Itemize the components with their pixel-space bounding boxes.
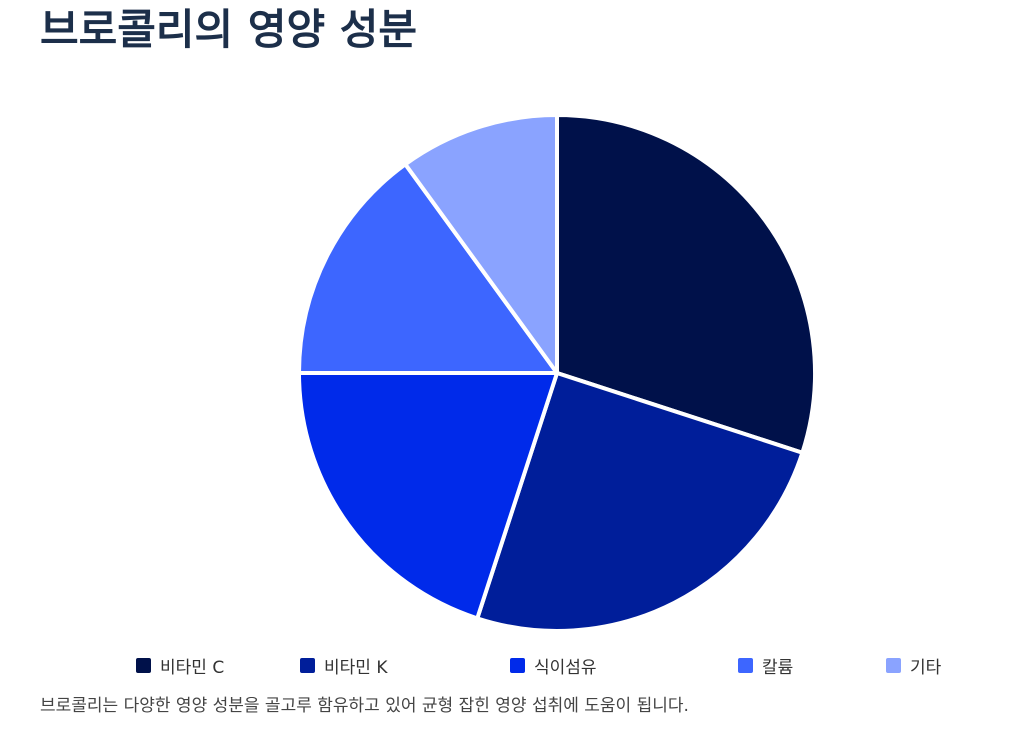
legend-label: 칼륨 bbox=[762, 657, 794, 678]
legend-swatch bbox=[510, 657, 525, 673]
chart-legend: 비타민 C 비타민 K 식이섬유 칼륨 기타 bbox=[0, 652, 1032, 678]
legend-item-비타민-K[interactable]: 비타민 K bbox=[300, 652, 387, 678]
legend-label: 비타민 K bbox=[324, 657, 388, 678]
legend-label: 식이섬유 bbox=[534, 657, 597, 678]
pie-slice-식이섬유[interactable] bbox=[297, 371, 559, 621]
legend-swatch bbox=[886, 657, 901, 673]
legend-item-식이섬유[interactable]: 식이섬유 bbox=[510, 652, 597, 678]
pie-slice-비타민-C[interactable] bbox=[555, 113, 817, 455]
chart-caption: 브로콜리는 다양한 영양 성분을 골고루 함유하고 있어 균형 잡힌 영양 섭취… bbox=[40, 696, 689, 716]
pie-slices bbox=[297, 113, 817, 633]
legend-swatch bbox=[738, 657, 753, 673]
legend-swatch bbox=[300, 657, 315, 673]
pie-slice-기타[interactable] bbox=[403, 113, 559, 375]
legend-item-칼륨[interactable]: 칼륨 bbox=[738, 652, 793, 678]
pie-slice-칼륨[interactable] bbox=[297, 162, 559, 375]
pie-slice-비타민-K[interactable] bbox=[475, 371, 805, 633]
pie-chart bbox=[297, 113, 817, 633]
legend-swatch bbox=[136, 657, 151, 673]
page-title: 브로콜리의 영양 성분 bbox=[40, 5, 418, 54]
legend-item-비타민-C[interactable]: 비타민 C bbox=[136, 652, 224, 678]
legend-label: 기타 bbox=[910, 657, 942, 678]
legend-item-기타[interactable]: 기타 bbox=[886, 652, 941, 678]
legend-label: 비타민 C bbox=[160, 657, 225, 678]
